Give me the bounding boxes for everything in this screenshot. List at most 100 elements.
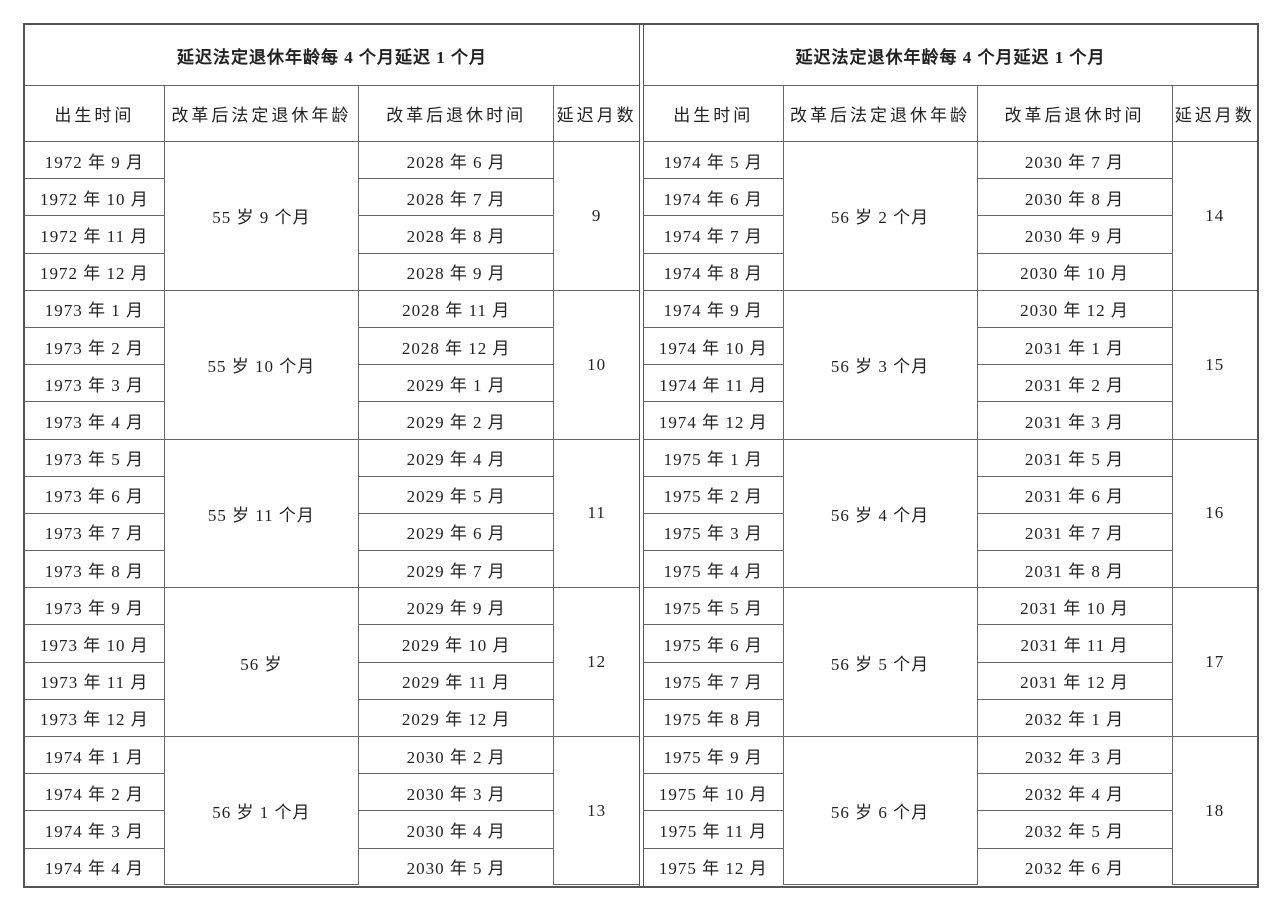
table-row: 1974 年 9 月 56 岁 3 个月 2030 年 12 月 15 — [644, 289, 1257, 440]
retirement-date-cell: 2028 年 7 月 — [358, 178, 554, 217]
table-row: 1975 年 9 月 56 岁 6 个月 2032 年 3 月 18 — [644, 735, 1257, 886]
delay-months-cell: 13 — [553, 735, 639, 886]
retirement-date-cell: 2031 年 10 月 — [976, 587, 1173, 626]
birth-date-cell: 1973 年 2 月 — [25, 326, 165, 366]
birth-date-cell: 1975 年 10 月 — [644, 773, 784, 812]
retirement-date-cell: 2029 年 1 月 — [358, 364, 554, 403]
retirement-date-cell: 2030 年 7 月 — [976, 140, 1173, 180]
table-row: 1974 年 4 月 2030 年 5 月 — [25, 847, 639, 885]
table-title: 延迟法定退休年龄每 4 个月延迟 1 个月 — [644, 25, 1257, 86]
retirement-date-cell: 2031 年 2 月 — [976, 364, 1172, 403]
birth-date-cell: 1973 年 6 月 — [25, 475, 165, 514]
column-header: 改革后法定退休年龄 — [163, 85, 360, 142]
birth-date-cell: 1974 年 5 月 — [644, 140, 784, 180]
birth-date-cell: 1975 年 9 月 — [644, 735, 784, 775]
birth-date-cell: 1973 年 12 月 — [25, 698, 165, 738]
birth-date-cell: 1975 年 5 月 — [644, 587, 784, 626]
retirement-date-cell: 2028 年 6 月 — [358, 140, 555, 180]
retirement-date-cell: 2031 年 5 月 — [976, 438, 1173, 477]
table-row: 1974 年 1 月 56 岁 1 个月 2030 年 2 月 13 — [25, 735, 639, 886]
birth-date-cell: 1973 年 7 月 — [25, 512, 165, 552]
table-row: 1972 年 10 月 2028 年 7 月 — [25, 178, 639, 217]
retirement-date-cell: 2029 年 7 月 — [358, 550, 554, 589]
retirement-date-cell: 2028 年 9 月 — [358, 252, 554, 291]
birth-date-cell: 1973 年 9 月 — [25, 587, 165, 626]
retirement-date-cell: 2030 年 5 月 — [358, 847, 554, 885]
table-row: 1974 年 12 月 2031 年 3 月 — [644, 401, 1257, 440]
retirement-table-document: 延迟法定退休年龄每 4 个月延迟 1 个月 出生时间 改革后法定退休年龄 改革后退休时… — [23, 23, 1259, 888]
delay-months-cell: 11 — [553, 438, 639, 589]
column-header: 延迟月数 — [1171, 85, 1257, 142]
column-header: 出生时间 — [644, 85, 784, 142]
retirement-age-cell: 55 岁 10 个月 — [163, 289, 360, 440]
retirement-age-cell: 56 岁 — [163, 587, 360, 737]
column-header: 出生时间 — [25, 85, 165, 142]
birth-date-cell: 1974 年 9 月 — [644, 289, 784, 328]
retirement-age-cell: 55 岁 9 个月 — [163, 141, 360, 291]
retirement-age-cell: 55 岁 11 个月 — [163, 438, 360, 589]
column-header: 改革后退休时间 — [976, 85, 1173, 142]
birth-date-cell: 1974 年 3 月 — [25, 810, 165, 849]
table-row: 1975 年 11 月 2032 年 5 月 — [644, 810, 1257, 849]
table-row: 1973 年 10 月 2029 年 10 月 — [25, 624, 639, 663]
birth-date-cell: 1975 年 7 月 — [644, 661, 784, 700]
table-row: 1975 年 12 月 2032 年 6 月 — [644, 847, 1257, 885]
table-row: 1975 年 5 月 56 岁 5 个月 2031 年 10 月 17 — [644, 587, 1257, 737]
birth-date-cell: 1975 年 3 月 — [644, 512, 784, 552]
retirement-date-cell: 2032 年 3 月 — [976, 735, 1173, 775]
retirement-age-cell: 56 岁 4 个月 — [782, 438, 978, 589]
table-row: 1973 年 7 月 2029 年 6 月 — [25, 512, 639, 552]
delay-months-cell: 14 — [1171, 141, 1257, 291]
table-row: 1973 年 3 月 2029 年 1 月 — [25, 364, 639, 403]
table-row: 1973 年 1 月 55 岁 10 个月 2028 年 11 月 10 — [25, 289, 639, 440]
table-row: 1974 年 11 月 2031 年 2 月 — [644, 364, 1257, 403]
table-row: 1973 年 8 月 2029 年 7 月 — [25, 550, 639, 589]
table-row: 1973 年 6 月 2029 年 5 月 — [25, 475, 639, 514]
table-row: 1975 年 8 月 2032 年 1 月 — [644, 698, 1257, 738]
birth-date-cell: 1975 年 4 月 — [644, 550, 784, 589]
retirement-date-cell: 2030 年 12 月 — [976, 289, 1173, 328]
retirement-date-cell: 2031 年 1 月 — [976, 326, 1172, 366]
retirement-date-cell: 2031 年 7 月 — [976, 512, 1172, 552]
retirement-date-cell: 2032 年 5 月 — [976, 810, 1172, 849]
table-title: 延迟法定退休年龄每 4 个月延迟 1 个月 — [25, 25, 639, 86]
column-header: 改革后法定退休年龄 — [782, 85, 978, 142]
delay-months-cell: 16 — [1171, 438, 1257, 589]
retirement-date-cell: 2030 年 4 月 — [358, 810, 554, 849]
birth-date-cell: 1973 年 3 月 — [25, 364, 165, 403]
column-header: 延迟月数 — [553, 85, 639, 142]
retirement-date-cell: 2029 年 10 月 — [358, 624, 554, 663]
retirement-table-left: 延迟法定退休年龄每 4 个月延迟 1 个月 出生时间 改革后法定退休年龄 改革后退休时… — [25, 25, 639, 886]
birth-date-cell: 1975 年 2 月 — [644, 475, 784, 514]
birth-date-cell: 1973 年 4 月 — [25, 401, 165, 440]
delay-months-cell: 10 — [553, 289, 639, 440]
retirement-date-cell: 2028 年 8 月 — [358, 215, 554, 254]
delay-months-cell: 18 — [1171, 735, 1257, 886]
delay-months-cell: 15 — [1171, 289, 1257, 440]
double-divider — [639, 25, 644, 886]
retirement-date-cell: 2029 年 5 月 — [358, 475, 554, 514]
birth-date-cell: 1973 年 5 月 — [25, 438, 165, 477]
table-row: 1974 年 3 月 2030 年 4 月 — [25, 810, 639, 849]
birth-date-cell: 1975 年 12 月 — [644, 847, 784, 885]
retirement-date-cell: 2030 年 2 月 — [358, 735, 555, 775]
table-row: 1972 年 11 月 2028 年 8 月 — [25, 215, 639, 254]
birth-date-cell: 1972 年 11 月 — [25, 215, 165, 254]
birth-date-cell: 1974 年 1 月 — [25, 735, 165, 775]
table-row: 1973 年 2 月 2028 年 12 月 — [25, 326, 639, 366]
retirement-date-cell: 2031 年 12 月 — [976, 661, 1172, 700]
retirement-date-cell: 2028 年 11 月 — [358, 289, 555, 328]
table-row: 1974 年 8 月 2030 年 10 月 — [644, 252, 1257, 291]
birth-date-cell: 1974 年 7 月 — [644, 215, 784, 254]
birth-date-cell: 1974 年 12 月 — [644, 401, 784, 440]
table-row: 1975 年 3 月 2031 年 7 月 — [644, 512, 1257, 552]
birth-date-cell: 1975 年 1 月 — [644, 438, 784, 477]
retirement-date-cell: 2029 年 9 月 — [358, 587, 555, 626]
table-row: 1973 年 5 月 55 岁 11 个月 2029 年 4 月 11 — [25, 438, 639, 589]
delay-months-cell: 12 — [553, 587, 639, 737]
retirement-date-cell: 2029 年 2 月 — [358, 401, 554, 440]
table-row: 1974 年 6 月 2030 年 8 月 — [644, 178, 1257, 217]
retirement-date-cell: 2031 年 6 月 — [976, 475, 1172, 514]
retirement-age-cell: 56 岁 5 个月 — [782, 587, 978, 737]
